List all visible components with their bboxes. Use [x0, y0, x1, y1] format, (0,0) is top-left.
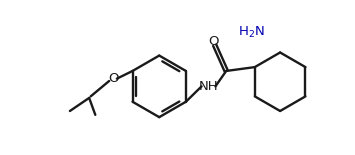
Text: O: O [108, 72, 118, 85]
Text: O: O [208, 35, 218, 48]
Text: H$_2$N: H$_2$N [238, 25, 265, 40]
Text: NH: NH [199, 80, 218, 93]
